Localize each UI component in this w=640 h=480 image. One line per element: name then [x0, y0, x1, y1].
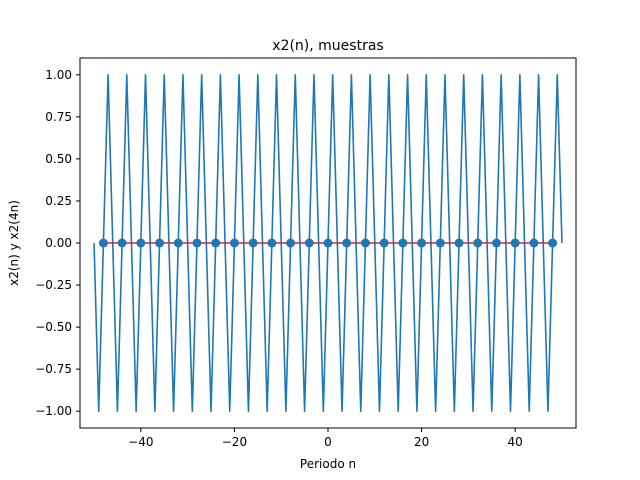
- y-tick-label: −0.75: [35, 362, 72, 376]
- stem-marker: [211, 238, 221, 248]
- stem-marker: [398, 238, 408, 248]
- y-tick-label: 0.75: [45, 110, 72, 124]
- ticks-layer: −40 −20 0 20 40 −1.00 −0.75 −0.50 −0.25 0.00 0.25 0…: [35, 68, 523, 449]
- y-tick-label: −0.25: [35, 278, 72, 292]
- stem-marker: [510, 238, 520, 248]
- y-tick-label: 0.25: [45, 194, 72, 208]
- stem-marker: [417, 238, 427, 248]
- stem-marker: [248, 238, 258, 248]
- y-tick-label: 0.50: [45, 152, 72, 166]
- stem-marker: [173, 238, 183, 248]
- stem-marker: [529, 238, 539, 248]
- y-tick-label: −0.50: [35, 320, 72, 334]
- stem-marker: [98, 238, 108, 248]
- stem-marker: [342, 238, 352, 248]
- stem-marker: [379, 238, 389, 248]
- stem-marker: [454, 238, 464, 248]
- y-tick-label: 0.00: [45, 236, 72, 250]
- y-tick-label: −1.00: [35, 404, 72, 418]
- stem-marker: [136, 238, 146, 248]
- x-axis-label: Periodo n: [300, 457, 356, 471]
- stem-marker: [323, 238, 333, 248]
- stem-marker: [267, 238, 277, 248]
- x-tick-label: 40: [508, 435, 523, 449]
- chart-title: x2(n), muestras: [272, 38, 383, 54]
- stem-marker: [435, 238, 445, 248]
- stem-marker: [286, 238, 296, 248]
- stem-marker: [548, 238, 558, 248]
- stem-marker: [155, 238, 165, 248]
- y-tick-label: 1.00: [45, 68, 72, 82]
- stem-marker: [229, 238, 239, 248]
- y-axis-label: x2(n) y x2(4n): [7, 200, 21, 286]
- stem-marker: [491, 238, 501, 248]
- stem-marker: [192, 238, 202, 248]
- x-tick-label: 0: [324, 435, 332, 449]
- stem-marker: [304, 238, 314, 248]
- x-tick-label: −40: [128, 435, 153, 449]
- data-layer: [93, 74, 563, 412]
- x-tick-label: −20: [222, 435, 247, 449]
- stem-marker: [117, 238, 127, 248]
- stem-marker: [473, 238, 483, 248]
- stem-marker: [360, 238, 370, 248]
- x-tick-label: 20: [414, 435, 429, 449]
